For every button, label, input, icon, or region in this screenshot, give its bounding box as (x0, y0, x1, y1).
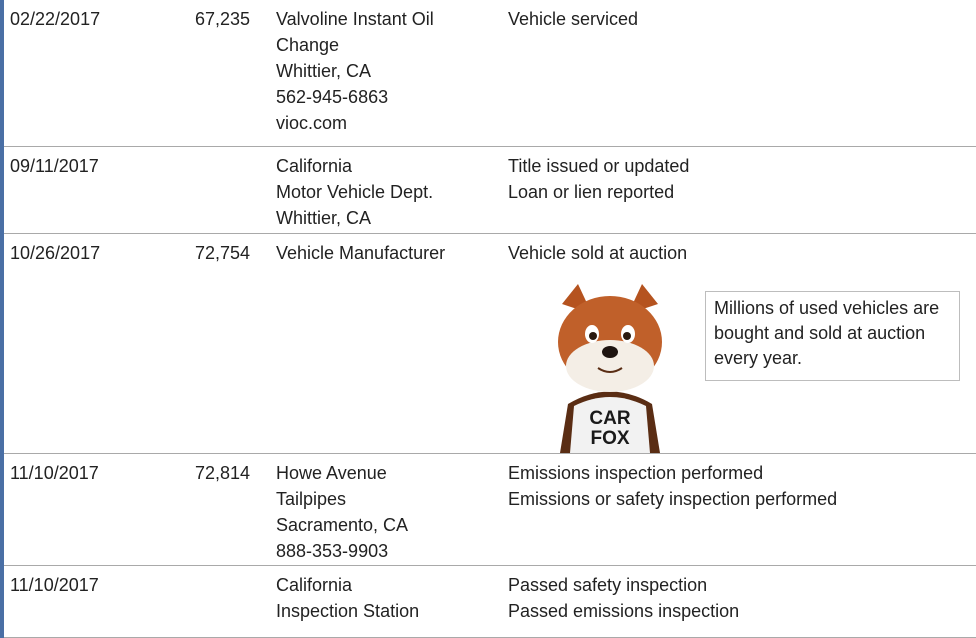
shirt-text: FOX (590, 428, 629, 449)
comments: Vehicle sold at auction (508, 240, 968, 266)
callout: Millions of used vehicles are bought and… (705, 291, 960, 381)
source: Vehicle Manufacturer (276, 240, 501, 266)
comment-line: Passed emissions inspection (508, 598, 968, 624)
source-line: Whittier, CA (276, 58, 501, 84)
source-line: 888-353-9903 (276, 538, 501, 564)
source-line: Motor Vehicle Dept. (276, 179, 501, 205)
source-line: Tailpipes (276, 486, 501, 512)
date: 10/26/2017 (10, 240, 100, 266)
source-line: Sacramento, CA (276, 512, 501, 538)
source-line: 562-945-6863 (276, 84, 501, 110)
history-row: 10/26/2017 72,754 Vehicle Manufacturer Vehi… (4, 234, 976, 454)
comments: Vehicle serviced (508, 6, 968, 32)
date: 11/10/2017 (10, 572, 99, 598)
source-line: vioc.com (276, 110, 501, 136)
source-line: Change (276, 32, 501, 58)
date: 09/11/2017 (10, 153, 99, 179)
source-line: Whittier, CA (276, 205, 501, 231)
source-line: Inspection Station (276, 598, 501, 624)
comment-line: Loan or lien reported (508, 179, 968, 205)
source-line: California (276, 572, 501, 598)
comment-line: Title issued or updated (508, 153, 968, 179)
source-line: California (276, 153, 501, 179)
source-line: Howe Avenue (276, 460, 501, 486)
source-line: Vehicle Manufacturer (276, 240, 501, 266)
history-table: 02/22/2017 67,235 Valvoline Instant OilCha… (0, 0, 976, 638)
source-line: Valvoline Instant Oil (276, 6, 501, 32)
odometer: 72,754 (150, 240, 250, 266)
odometer: 67,235 (150, 6, 250, 32)
date: 11/10/2017 (10, 460, 99, 486)
date: 02/22/2017 (10, 6, 100, 32)
comment-line: Emissions inspection performed (508, 460, 968, 486)
comment-line: Vehicle sold at auction (508, 240, 968, 266)
odometer: 72,814 (150, 460, 250, 486)
shirt-text: CAR (589, 408, 630, 429)
comment-line: Vehicle serviced (508, 6, 968, 32)
comment-line: Emissions or safety inspection performed (508, 486, 968, 512)
comment-line: Passed safety inspection (508, 572, 968, 598)
